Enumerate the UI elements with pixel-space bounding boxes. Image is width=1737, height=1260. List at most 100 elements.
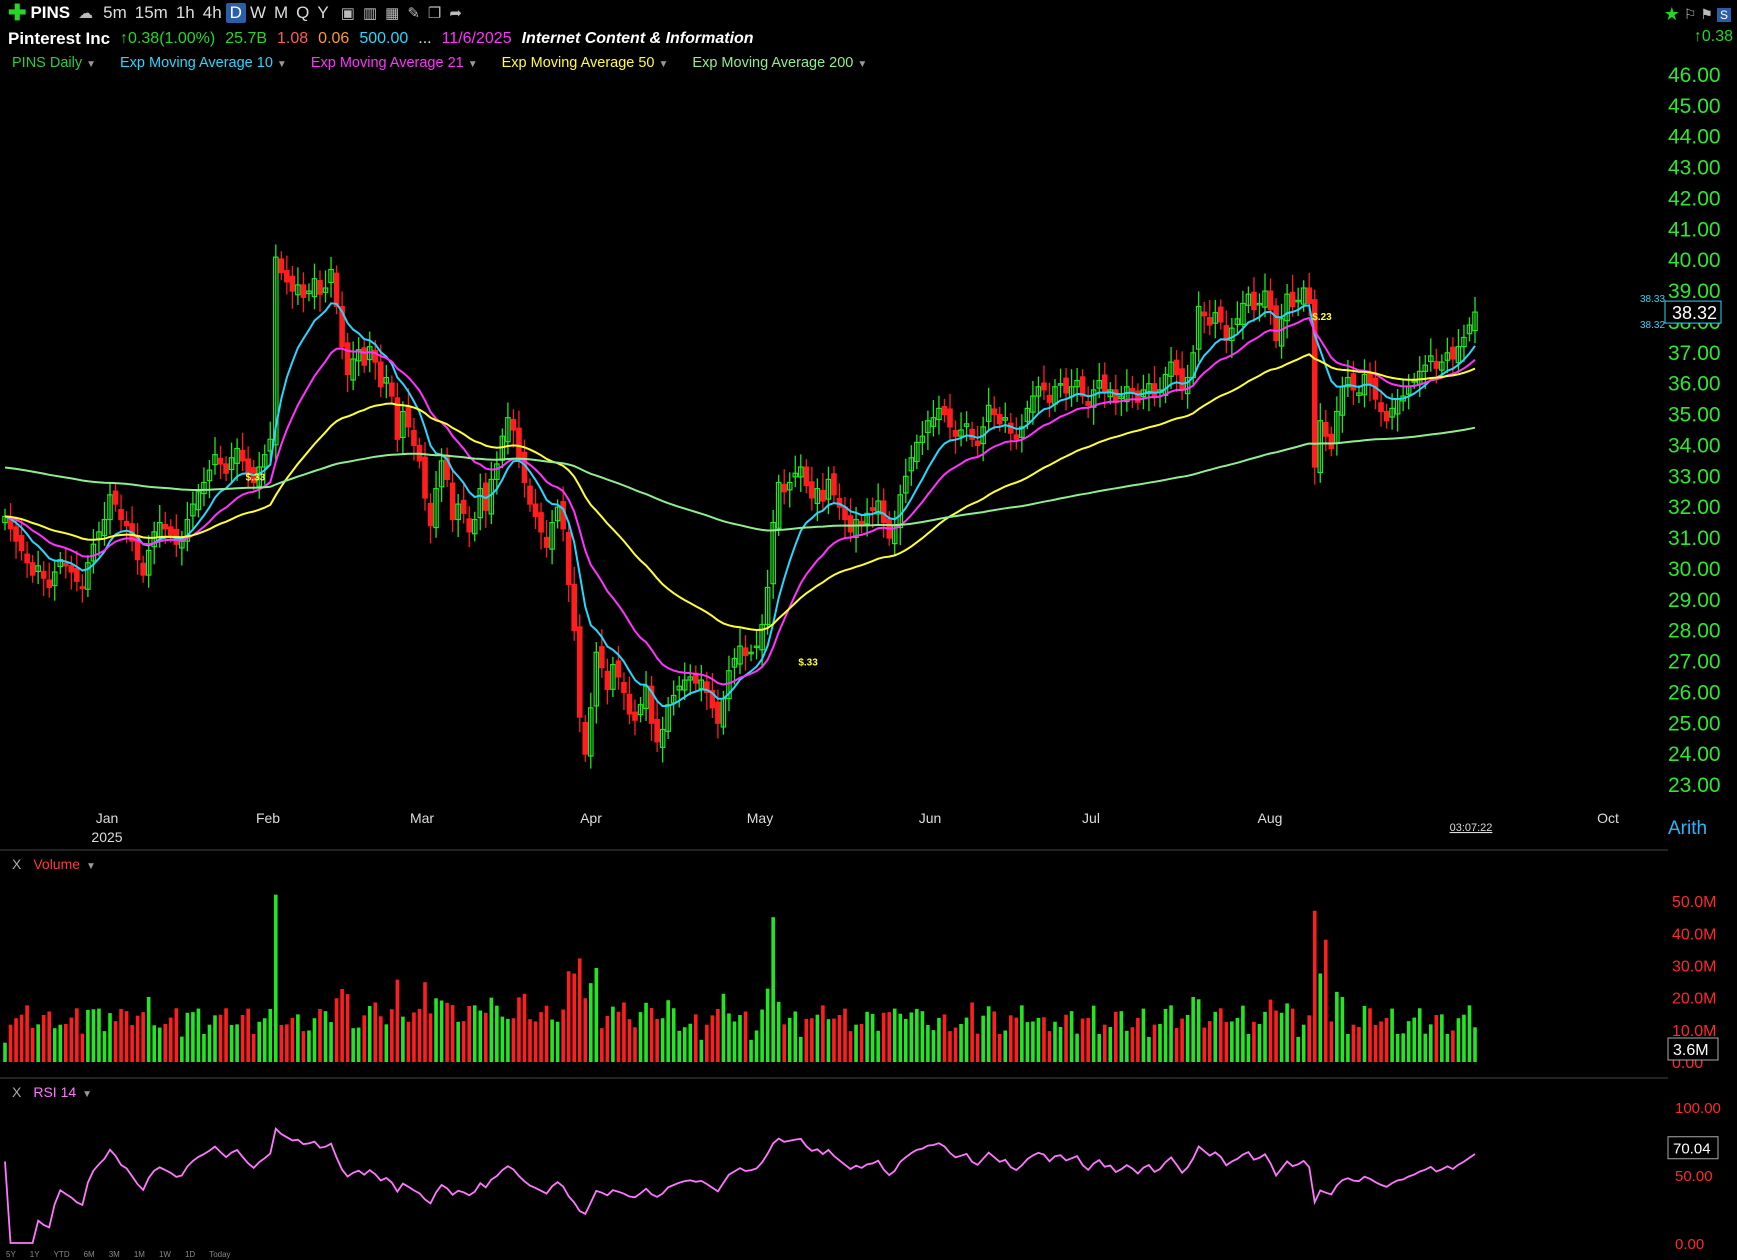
volume-bar [1401, 1033, 1405, 1062]
range-3M[interactable]: 3M [108, 1250, 120, 1259]
candle-body [306, 290, 312, 295]
rsi-tick: 50.00 [1675, 1168, 1713, 1185]
timeframe-15m[interactable]: 15m [134, 3, 168, 22]
volume-bar [47, 1011, 52, 1062]
range-6M[interactable]: 6M [83, 1250, 95, 1259]
volume-bar [633, 1027, 637, 1062]
volume-bar [1069, 1011, 1074, 1062]
legend-item-1[interactable]: Exp Moving Average 10 ▼ [120, 55, 287, 71]
candle-body [770, 522, 776, 585]
range-Today[interactable]: Today [209, 1250, 231, 1259]
timeframe-D[interactable]: D [225, 3, 246, 23]
volume-bar [14, 1018, 18, 1062]
star-icon[interactable]: ★ [1663, 4, 1680, 24]
pencil-icon[interactable]: ✎ [407, 5, 420, 22]
volume-bar [273, 894, 278, 1062]
candle-body [875, 500, 881, 515]
candle-body [505, 417, 511, 443]
candle-body [980, 426, 986, 445]
legend-item-4[interactable]: Exp Moving Average 200 ▼ [692, 55, 868, 71]
timeframe-W[interactable]: W [249, 3, 266, 22]
volume-bar [522, 993, 527, 1062]
legend-item-0[interactable]: PINS Daily ▼ [12, 55, 97, 71]
earnings-date: 11/6/2025 [441, 30, 512, 47]
symbol-input[interactable]: PINS [30, 3, 71, 22]
volume-bar [1036, 1017, 1041, 1062]
volume-label[interactable]: Volume [33, 856, 81, 872]
volume-bar [472, 1005, 477, 1062]
add-symbol-icon[interactable]: ✚ [8, 0, 27, 25]
volume-bar [887, 1012, 892, 1062]
settings-icon[interactable]: S [1716, 7, 1731, 22]
rsi-close-button[interactable]: X [12, 1084, 22, 1100]
legend-item-3[interactable]: Exp Moving Average 50 ▼ [501, 55, 669, 71]
timeframe-1h[interactable]: 1h [175, 3, 195, 22]
volume-bar [1047, 1031, 1052, 1062]
flag-outline-icon[interactable]: ⚑ [1700, 6, 1713, 22]
volume-bar [959, 1024, 963, 1062]
candle-body [919, 435, 926, 443]
timeframe-4h[interactable]: 4h [202, 3, 222, 22]
candle-body [809, 481, 815, 499]
bars-icon[interactable]: ▥ [362, 5, 378, 22]
price-tick: 28.00 [1668, 620, 1721, 643]
candle-body [582, 722, 589, 755]
volume-bar [334, 998, 339, 1062]
volume-bar [1113, 1011, 1118, 1062]
candle-body [411, 430, 417, 447]
range-1Y[interactable]: 1Y [29, 1250, 40, 1259]
cloud-icon[interactable]: ☁ [78, 5, 94, 22]
flag-icon[interactable]: ⚐ [1683, 6, 1697, 22]
price-tick: 41.00 [1668, 218, 1721, 241]
candle-body [284, 270, 290, 283]
candle-body [637, 704, 644, 716]
timeframe-Y[interactable]: Y [317, 3, 329, 22]
notes-icon[interactable]: ❐ [427, 5, 442, 22]
ellipsis[interactable]: ... [418, 30, 432, 47]
volume-bar [1440, 1014, 1444, 1062]
price-tick: 26.00 [1668, 681, 1721, 704]
timeframe-Q[interactable]: Q [296, 3, 310, 22]
price-tick: 29.00 [1668, 589, 1721, 612]
candle-body [140, 562, 146, 576]
price-change: ↑0.38(1.00%) [120, 30, 216, 47]
range-1W[interactable]: 1W [158, 1250, 171, 1259]
volume-bar [417, 1008, 422, 1062]
candle-body [908, 457, 915, 472]
timeframe-M[interactable]: M [274, 3, 289, 22]
volume-bar [638, 1012, 643, 1062]
range-YTD[interactable]: YTD [53, 1250, 70, 1259]
rsi-label[interactable]: RSI 14 [33, 1084, 77, 1100]
year-label: 2025 [91, 829, 122, 845]
candle-body [234, 447, 240, 464]
candle-body [494, 463, 500, 480]
volume-close-button[interactable]: X [12, 856, 22, 872]
volume-bar [837, 1015, 842, 1062]
candle-body [947, 408, 953, 428]
legend-item-2[interactable]: Exp Moving Average 21 ▼ [310, 55, 478, 71]
volume-bar [1268, 999, 1273, 1062]
volume-bar [920, 1011, 925, 1062]
range-1M[interactable]: 1M [133, 1250, 145, 1259]
volume-bar [644, 1002, 648, 1062]
volume-bar [992, 1011, 997, 1062]
candle-body [1295, 299, 1301, 303]
candle-body [1206, 317, 1213, 326]
range-1D[interactable]: 1D [184, 1250, 196, 1259]
candle-body [123, 520, 130, 527]
candle-body [51, 571, 58, 587]
candle-body [880, 500, 887, 524]
candle-body [217, 457, 224, 465]
volume-bar [1169, 1005, 1173, 1062]
share-icon[interactable]: ➦ [449, 5, 462, 22]
calendar-icon[interactable]: ▦ [385, 5, 400, 22]
range-5Y[interactable]: 5Y [6, 1250, 16, 1259]
info-row: Pinterest Inc ↑0.38(1.00%) 25.7B 1.08 0.… [8, 28, 764, 50]
tv-icon[interactable]: ▣ [340, 5, 355, 22]
volume-bar [1119, 1011, 1124, 1062]
volume-bar [345, 994, 350, 1062]
candle-body [659, 728, 666, 748]
timeframe-5m[interactable]: 5m [103, 3, 127, 22]
volume-bar [378, 1016, 383, 1062]
